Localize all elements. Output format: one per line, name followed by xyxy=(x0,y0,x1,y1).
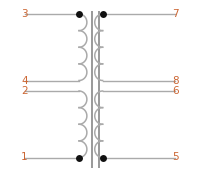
Text: 2: 2 xyxy=(21,86,28,96)
Text: 6: 6 xyxy=(172,86,179,96)
Text: 5: 5 xyxy=(172,152,179,163)
Text: 3: 3 xyxy=(21,9,28,19)
Text: 8: 8 xyxy=(172,75,179,86)
Text: 4: 4 xyxy=(21,75,28,86)
Text: 1: 1 xyxy=(21,152,28,163)
Text: 7: 7 xyxy=(172,9,179,19)
